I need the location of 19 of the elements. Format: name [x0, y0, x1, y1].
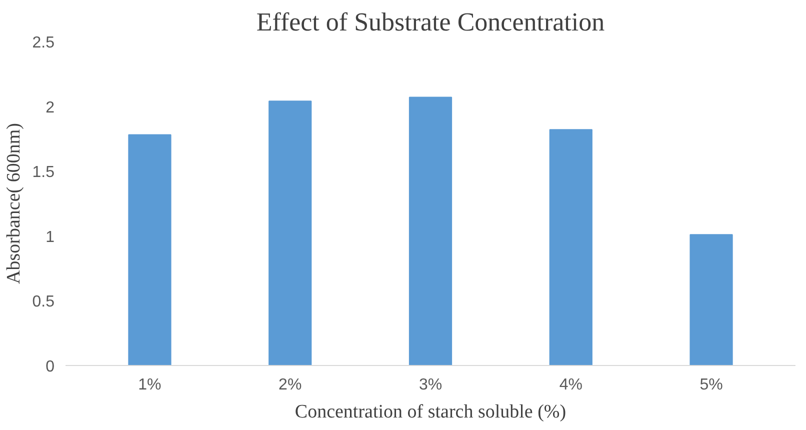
- x-tick-label: 5%: [700, 376, 723, 394]
- x-tick-label: 3%: [418, 376, 442, 394]
- bar: [128, 134, 172, 366]
- x-tick-label: 4%: [559, 376, 582, 394]
- y-tick-label: 0: [46, 358, 55, 376]
- y-tick-label: 0.5: [32, 294, 55, 311]
- bar: [549, 129, 592, 366]
- bar: [690, 234, 733, 366]
- x-tick-label: 2%: [278, 376, 302, 394]
- y-axis-title: Absorbance( 600nm): [3, 123, 24, 284]
- y-tick-label: 1: [46, 228, 55, 246]
- bar: [268, 100, 312, 366]
- y-tick-label: 2: [46, 99, 55, 116]
- chart-title: Effect of Substrate Concentration: [256, 8, 605, 36]
- y-tick-label: 1.5: [32, 164, 55, 182]
- x-axis-title: Concentration of starch soluble (%): [294, 402, 566, 422]
- y-tick-label: 2.5: [32, 34, 55, 52]
- x-tick-label: 1%: [138, 376, 162, 394]
- bar: [408, 96, 452, 366]
